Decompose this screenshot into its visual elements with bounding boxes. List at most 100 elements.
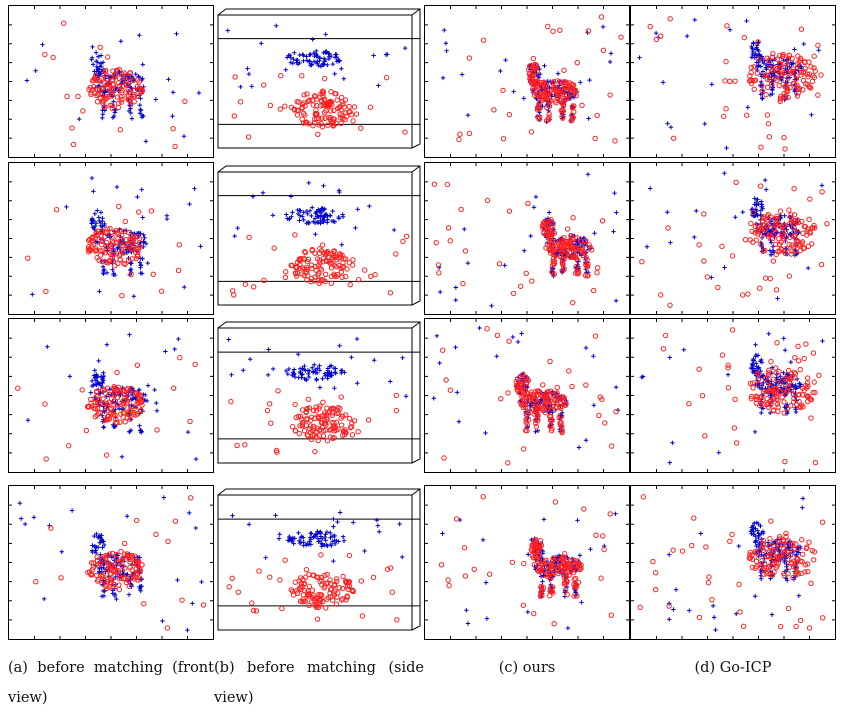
template-point: [92, 534, 96, 538]
template-point: [230, 513, 234, 517]
target-point: [230, 576, 234, 580]
template-point: [330, 209, 334, 213]
template-point: [526, 610, 530, 614]
target-point: [603, 421, 607, 425]
template-point: [312, 363, 316, 367]
target-point: [507, 209, 511, 213]
template-point: [198, 244, 202, 248]
target-point: [123, 420, 127, 424]
template-point: [238, 85, 242, 89]
template-point: [601, 25, 605, 29]
target-point: [816, 93, 820, 97]
template-point: [477, 326, 481, 330]
target-point: [404, 234, 408, 238]
target-point: [122, 541, 126, 545]
template-point: [744, 19, 748, 23]
template-point: [331, 559, 335, 563]
target-point: [268, 575, 272, 579]
target-point: [394, 252, 398, 256]
target-point: [394, 393, 398, 397]
target-point: [467, 56, 471, 60]
template-point: [266, 347, 270, 351]
template-point: [753, 343, 757, 347]
template-point: [753, 430, 757, 434]
template-point: [259, 41, 263, 45]
target-point: [723, 79, 727, 83]
target-point: [434, 240, 438, 244]
template-point: [342, 539, 346, 543]
target-point: [445, 182, 449, 186]
target-point: [356, 430, 360, 434]
target-point: [726, 385, 730, 389]
target-point: [134, 518, 138, 522]
target-point: [188, 419, 192, 423]
target-point: [442, 456, 446, 460]
template-point: [141, 62, 145, 66]
template-point: [489, 304, 493, 308]
target-point: [733, 79, 737, 83]
template-point: [741, 210, 745, 214]
template-point: [466, 621, 470, 625]
template-point: [271, 367, 275, 371]
target-point: [395, 618, 399, 622]
template-point: [355, 381, 359, 385]
template-point: [305, 212, 309, 216]
target-point: [497, 262, 501, 266]
template-point: [454, 285, 458, 289]
target-point: [118, 128, 122, 132]
template-point: [137, 424, 141, 428]
template-point: [332, 72, 336, 76]
box-edge: [218, 328, 412, 463]
target-point: [34, 579, 38, 583]
target-point: [742, 35, 746, 39]
box-edge: [218, 489, 420, 630]
box-edge: [218, 495, 412, 630]
target-point: [751, 386, 755, 390]
template-point: [241, 368, 245, 372]
template-point: [140, 215, 144, 219]
target-point: [247, 235, 251, 239]
target-point: [166, 539, 170, 543]
template-point: [759, 199, 763, 203]
template-point: [724, 146, 728, 150]
target-point: [347, 416, 351, 420]
target-point: [180, 598, 184, 602]
target-point: [767, 135, 771, 139]
template-point: [90, 379, 94, 383]
template-point: [498, 69, 502, 73]
template-point: [232, 234, 236, 238]
target-point: [786, 368, 790, 372]
target-point: [558, 28, 562, 32]
template-point: [668, 355, 672, 359]
target-point: [300, 74, 304, 78]
template-point: [266, 373, 270, 377]
template-point: [362, 549, 366, 553]
target-point: [555, 385, 559, 389]
target-point: [485, 327, 489, 331]
template-point: [756, 353, 760, 357]
template-point: [759, 411, 763, 415]
target-point: [546, 24, 550, 28]
template-point: [64, 205, 68, 209]
template-point: [290, 210, 294, 214]
template-point: [566, 626, 570, 630]
template-point: [668, 240, 672, 244]
target-point: [807, 217, 811, 221]
template-point: [23, 522, 27, 526]
template-point: [435, 334, 439, 338]
template-point: [502, 263, 506, 267]
target-point: [293, 402, 297, 406]
template-point: [328, 213, 332, 217]
template-point: [89, 390, 93, 394]
template-point: [809, 113, 813, 117]
target-point: [619, 35, 623, 39]
target-point: [552, 621, 556, 625]
template-point: [703, 122, 707, 126]
target-point: [463, 249, 467, 253]
template-point: [194, 526, 198, 530]
target-point: [507, 112, 511, 116]
target-point: [746, 292, 750, 296]
template-point: [351, 520, 355, 524]
target-point: [806, 569, 810, 573]
template-point: [125, 514, 129, 518]
